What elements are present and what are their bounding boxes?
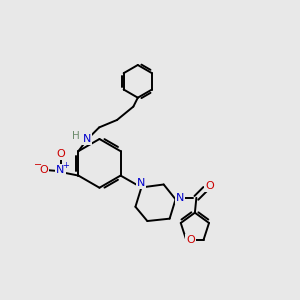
Text: N: N [176, 193, 184, 203]
Text: −: − [34, 160, 42, 170]
Text: N: N [83, 134, 92, 144]
Text: O: O [186, 235, 195, 244]
Text: H: H [72, 131, 80, 141]
Text: O: O [56, 149, 65, 159]
Text: +: + [62, 161, 69, 170]
Text: O: O [206, 181, 214, 191]
Text: N: N [137, 178, 146, 188]
Text: N: N [56, 165, 65, 175]
Text: O: O [40, 165, 49, 175]
